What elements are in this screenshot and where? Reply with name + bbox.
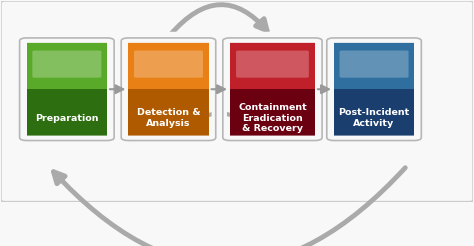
- FancyBboxPatch shape: [27, 89, 107, 138]
- FancyBboxPatch shape: [334, 41, 414, 89]
- Text: Containment
Eradication
& Recovery: Containment Eradication & Recovery: [238, 103, 307, 133]
- FancyBboxPatch shape: [334, 89, 414, 138]
- Text: Preparation: Preparation: [35, 114, 99, 123]
- FancyBboxPatch shape: [339, 50, 409, 78]
- FancyBboxPatch shape: [236, 50, 309, 78]
- FancyBboxPatch shape: [134, 50, 203, 78]
- Text: Detection &
Analysis: Detection & Analysis: [137, 108, 201, 128]
- FancyBboxPatch shape: [0, 1, 474, 202]
- FancyBboxPatch shape: [32, 50, 101, 78]
- FancyBboxPatch shape: [128, 89, 209, 138]
- Text: Post-Incident
Activity: Post-Incident Activity: [338, 108, 410, 128]
- FancyBboxPatch shape: [230, 41, 315, 89]
- FancyBboxPatch shape: [128, 41, 209, 89]
- FancyBboxPatch shape: [230, 89, 315, 138]
- FancyBboxPatch shape: [27, 41, 107, 89]
